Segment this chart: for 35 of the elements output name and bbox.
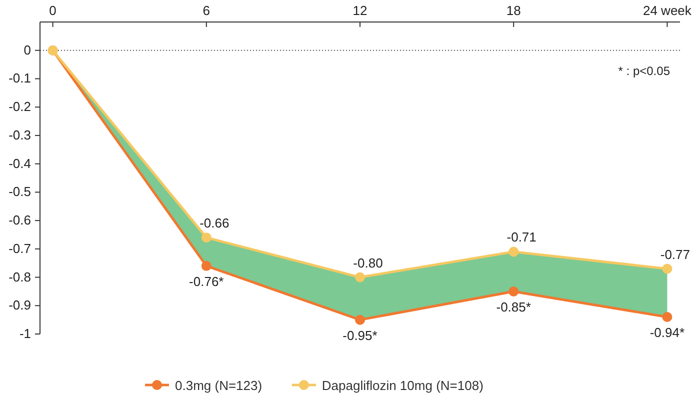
y-tick-label: -0.1 (8, 70, 31, 86)
point (355, 314, 365, 325)
y-tick-label: -0.8 (8, 269, 31, 284)
y-tick-label: -0.4 (8, 156, 31, 171)
point (508, 286, 519, 296)
x-tick-label: 0 (49, 3, 56, 18)
point (201, 232, 212, 243)
point (355, 272, 365, 282)
point (662, 312, 672, 322)
y-tick-label: -0.3 (8, 127, 31, 142)
legend-label: Dapagliflozin 10mg (N=108) (322, 378, 484, 393)
y-tick-label: -0.7 (8, 240, 31, 256)
x-tick-label: 18 (506, 3, 521, 18)
x-tick-label: 6 (202, 3, 210, 18)
point (662, 264, 672, 274)
point (508, 246, 519, 257)
annotation: * : p<0.05 (618, 64, 670, 78)
data-label: -0.85* (496, 299, 531, 314)
data-label: -0.80 (353, 255, 383, 270)
data-label: -0.66 (200, 216, 230, 231)
y-tick-label: -1 (19, 326, 31, 341)
legend-label: 0.3mg (N=123) (175, 378, 262, 393)
y-tick-label: -0.5 (8, 184, 31, 200)
y-tick-label: -0.2 (8, 99, 31, 114)
data-label: -0.76* (189, 274, 224, 289)
x-tick-label: 24 week (642, 3, 692, 18)
data-label: -0.71 (506, 230, 536, 245)
data-label: -0.94* (650, 324, 685, 340)
y-tick-label: -0.9 (8, 298, 31, 313)
point (201, 260, 212, 271)
y-tick-label: 0 (24, 42, 31, 58)
data-label: -0.95* (342, 328, 378, 343)
y-tick-label: -0.6 (8, 212, 31, 228)
x-tick-label: 12 (352, 3, 368, 18)
data-label: -0.77 (660, 246, 690, 262)
